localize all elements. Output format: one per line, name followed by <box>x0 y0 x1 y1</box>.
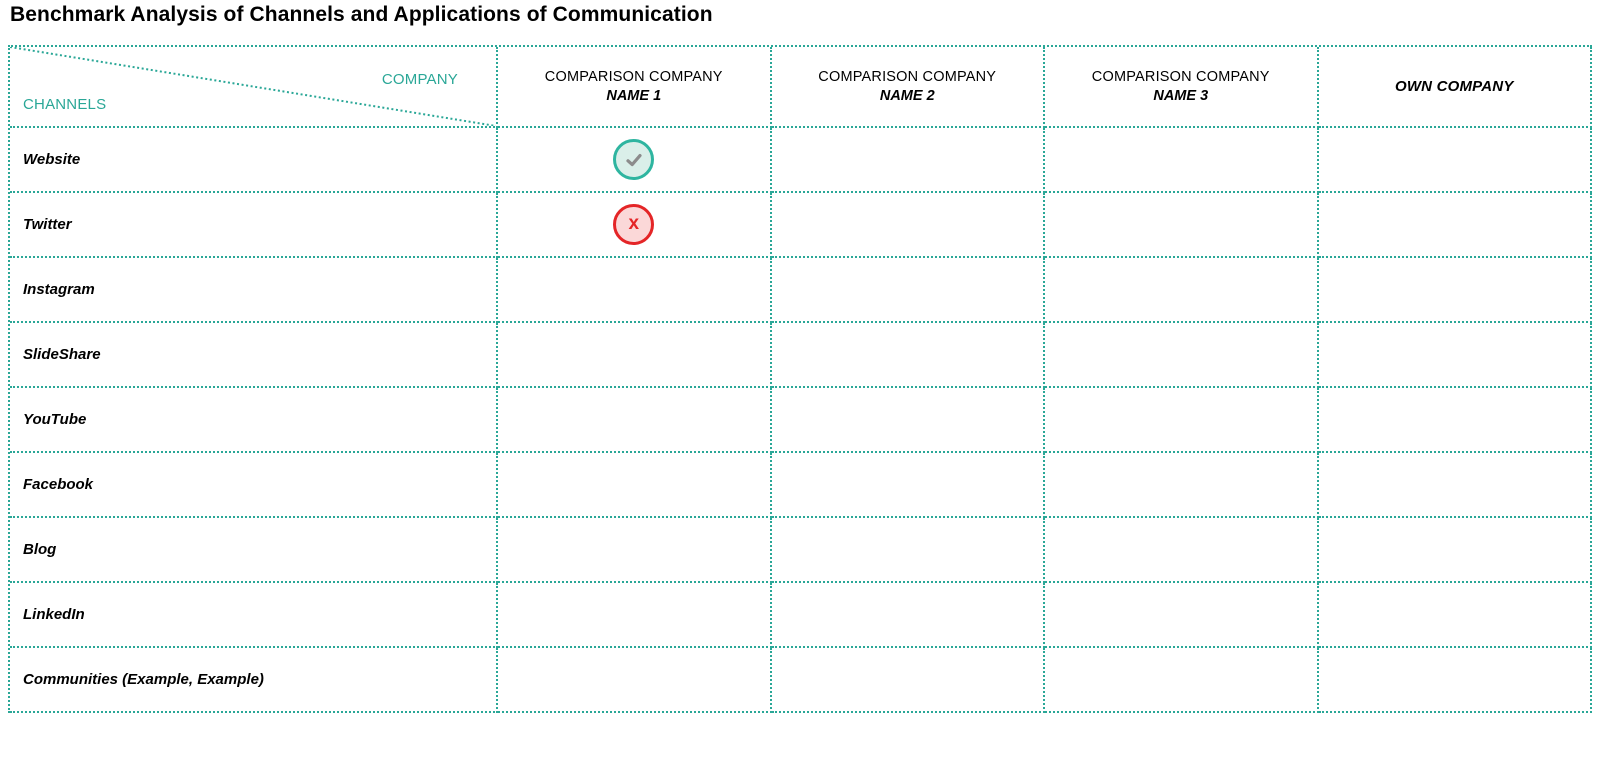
table-cell <box>771 388 1045 453</box>
table-cell <box>1045 583 1319 648</box>
benchmark-table: COMPANY CHANNELS COMPARISON COMPANY NAME… <box>8 45 1592 713</box>
table-row-instagram: Instagram <box>10 258 1592 323</box>
table-cell <box>498 518 772 583</box>
channel-label: Facebook <box>23 476 94 493</box>
table-cell <box>771 648 1045 713</box>
column-header-line2: NAME 2 <box>879 88 935 104</box>
column-header-comparison-company-2: COMPARISON COMPANY NAME 2 <box>771 47 1045 128</box>
column-header-line1: OWN COMPANY <box>1394 78 1514 95</box>
channel-label: LinkedIn <box>23 606 85 623</box>
table-cell <box>498 453 772 518</box>
table-cell <box>771 128 1045 193</box>
table-cell <box>1045 388 1319 453</box>
row-label-youtube: YouTube <box>10 388 498 453</box>
table-cell <box>1318 388 1592 453</box>
table-row-linkedin: LinkedIn <box>10 583 1592 648</box>
table-cell <box>1318 648 1592 713</box>
table-cell <box>771 453 1045 518</box>
row-label-blog: Blog <box>10 518 498 583</box>
column-header-comparison-company-3: COMPARISON COMPANY NAME 3 <box>1045 47 1319 128</box>
table-cell <box>498 323 772 388</box>
channel-label: Twitter <box>23 216 72 233</box>
column-header-own-company: OWN COMPANY <box>1318 47 1592 128</box>
channel-label: YouTube <box>23 411 87 428</box>
table-cell <box>1045 128 1319 193</box>
channel-label: Blog <box>23 541 57 558</box>
table-cell <box>1318 453 1592 518</box>
table-cell <box>771 323 1045 388</box>
table-cell <box>1318 323 1592 388</box>
table-cell <box>1045 323 1319 388</box>
table-cell <box>1045 518 1319 583</box>
table-cell <box>1045 193 1319 258</box>
table-row-twitter: Twitter x <box>10 193 1592 258</box>
table-cell <box>1318 128 1592 193</box>
channel-label: Website <box>23 151 81 168</box>
corner-channels-label: CHANNELS <box>23 96 107 113</box>
diagonal-divider-line <box>10 47 496 126</box>
table-cell <box>771 193 1045 258</box>
row-label-facebook: Facebook <box>10 453 498 518</box>
table-cell <box>498 258 772 323</box>
row-label-twitter: Twitter <box>10 193 498 258</box>
column-header-line1: COMPARISON COMPANY <box>818 69 997 85</box>
table-row-blog: Blog <box>10 518 1592 583</box>
row-label-linkedin: LinkedIn <box>10 583 498 648</box>
channel-label: Communities (Example, Example) <box>23 671 264 688</box>
column-header-line2: NAME 1 <box>606 88 662 104</box>
table-row-youtube: YouTube <box>10 388 1592 453</box>
table-cell <box>498 388 772 453</box>
table-cell <box>771 258 1045 323</box>
row-label-website: Website <box>10 128 498 193</box>
table-cell <box>1318 583 1592 648</box>
column-header-comparison-company-1: COMPARISON COMPANY NAME 1 <box>498 47 772 128</box>
table-cell <box>1045 648 1319 713</box>
column-header-line2: NAME 3 <box>1153 88 1209 104</box>
row-label-slideshare: SlideShare <box>10 323 498 388</box>
table-cell <box>1045 258 1319 323</box>
row-label-communities: Communities (Example, Example) <box>10 648 498 713</box>
cell-twitter-comparison-1: x <box>498 193 772 258</box>
column-header-line1: COMPARISON COMPANY <box>1091 69 1270 85</box>
table-cell <box>1045 453 1319 518</box>
row-label-instagram: Instagram <box>10 258 498 323</box>
page-title: Benchmark Analysis of Channels and Appli… <box>10 3 713 26</box>
corner-company-label: COMPANY <box>381 71 458 88</box>
table-cell <box>771 518 1045 583</box>
column-header-line1: COMPARISON COMPANY <box>544 69 723 85</box>
table-cell <box>1318 518 1592 583</box>
table-cell <box>498 583 772 648</box>
cross-icon: x <box>613 204 655 245</box>
table-cell <box>1318 193 1592 258</box>
table-row-facebook: Facebook <box>10 453 1592 518</box>
table-cell <box>771 583 1045 648</box>
table-cell <box>1318 258 1592 323</box>
header-row: COMPANY CHANNELS COMPARISON COMPANY NAME… <box>10 47 1592 128</box>
table-row-website: Website <box>10 128 1592 193</box>
cross-glyph: x <box>628 213 640 234</box>
table-row-communities: Communities (Example, Example) <box>10 648 1592 713</box>
channel-label: SlideShare <box>23 346 101 363</box>
table-row-slideshare: SlideShare <box>10 323 1592 388</box>
cell-website-comparison-1 <box>498 128 772 193</box>
table-cell <box>498 648 772 713</box>
channel-label: Instagram <box>23 281 95 298</box>
check-icon <box>613 139 655 180</box>
corner-cell: COMPANY CHANNELS <box>10 47 498 128</box>
